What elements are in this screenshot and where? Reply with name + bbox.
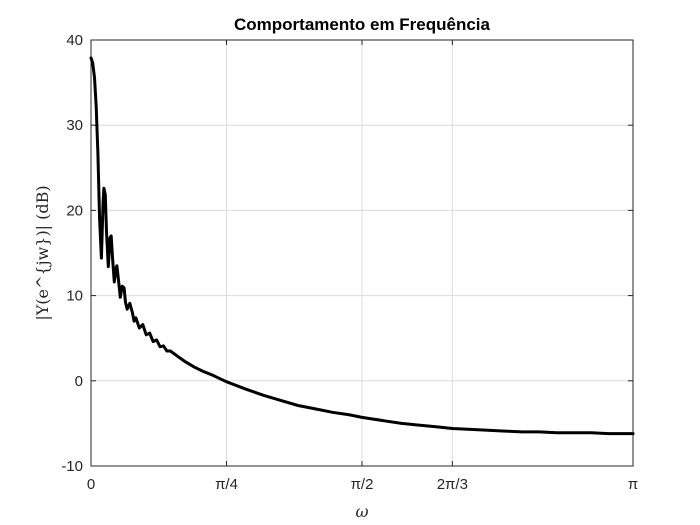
y-tick-label: -10	[61, 458, 83, 475]
series-line	[89, 56, 635, 436]
x-tick-label: 2π/3	[437, 476, 468, 493]
y-axis-label: |Y(e^{jw})| (dB)	[33, 185, 52, 320]
x-tick-label: π/4	[215, 476, 238, 493]
y-tick-label: 30	[66, 117, 83, 134]
chart-title: Comportamento em Frequência	[234, 15, 491, 34]
series-layer	[89, 56, 635, 436]
x-tick-label: 0	[87, 476, 95, 493]
y-tick-label: 20	[66, 202, 83, 219]
x-tick-label: π/2	[351, 476, 374, 493]
y-tick-label: 40	[66, 32, 83, 49]
y-tick-label: 10	[66, 288, 83, 305]
y-tick-label: 0	[75, 373, 83, 390]
x-tick-label: π	[628, 476, 638, 493]
x-axis-label: ω	[355, 502, 368, 521]
